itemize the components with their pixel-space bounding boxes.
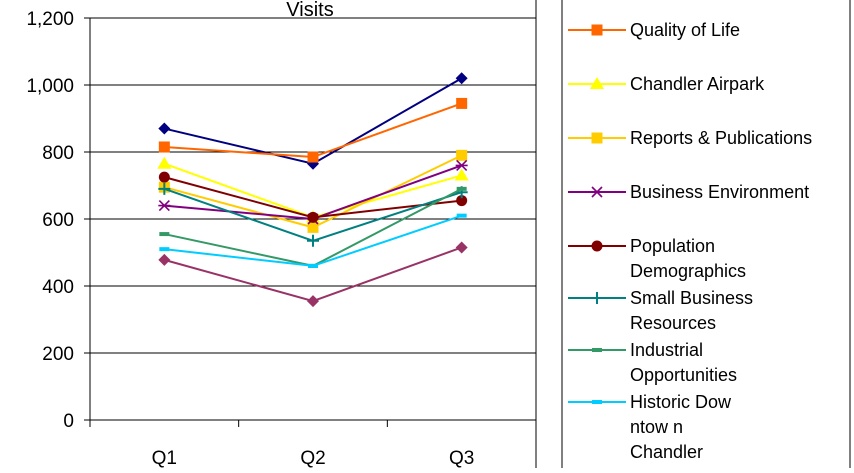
- data-point: [455, 159, 468, 171]
- legend-box: [561, 0, 851, 473]
- data-point: [454, 168, 469, 181]
- x-tick-label: Q1: [152, 448, 177, 468]
- y-tick-label: 0: [63, 411, 74, 432]
- data-point: [307, 234, 319, 247]
- legend-entry: Industrial Opportunities: [568, 340, 737, 385]
- y-tick-label: 600: [42, 210, 74, 231]
- y-tick-label: 800: [42, 143, 74, 164]
- legend-label: Business Environment: [630, 182, 809, 202]
- data-point: [456, 195, 468, 207]
- data-point: [158, 200, 171, 212]
- legend-entry: Chandler Airpark: [568, 74, 765, 94]
- legend: Quality of Life Chandler Airpark Reports &…: [561, 0, 851, 473]
- data-point: [455, 241, 468, 254]
- data-point: [455, 72, 468, 85]
- data-point: [308, 263, 318, 268]
- legend-label: Population Demographics: [630, 236, 746, 281]
- legend-entry: Population Demographics: [568, 236, 746, 281]
- legend-marker: [591, 186, 603, 198]
- legend-marker: [590, 77, 604, 89]
- legend-entry: Small Business Resources: [568, 288, 753, 333]
- data-point: [158, 253, 171, 266]
- y-tick-label: 1,200: [26, 9, 74, 30]
- data-point: [158, 171, 170, 183]
- x-tick-label: Q2: [300, 448, 325, 468]
- data-point: [307, 295, 319, 308]
- legend-entry: Quality of Life: [568, 20, 740, 40]
- data-point: [456, 149, 468, 161]
- data-point: [307, 211, 319, 223]
- series: [159, 213, 467, 268]
- legend-marker: [592, 400, 602, 404]
- legend-marker: [591, 292, 603, 304]
- legend-marker: [591, 240, 603, 252]
- series: [158, 241, 468, 308]
- series-line: [164, 102, 463, 159]
- legend-entry: Business Environment: [568, 182, 809, 202]
- data-point: [158, 122, 171, 135]
- data-point: [157, 156, 172, 169]
- data-point: [456, 186, 467, 191]
- legend-marker: [591, 24, 603, 36]
- chart-title: Visits: [286, 0, 333, 21]
- legend-entry: Historic Dow ntow n Chandler: [568, 392, 732, 462]
- data-point: [159, 247, 170, 252]
- series-lines: [157, 72, 469, 308]
- legend-marker: [591, 132, 603, 144]
- legend-entry: Reports & Publications: [568, 128, 812, 148]
- data-point: [307, 151, 319, 163]
- x-tick-label: Q3: [449, 448, 474, 468]
- legend-label: Small Business Resources: [630, 288, 753, 333]
- axes: 0 200 400 600 800 1,000 1,200 Q1 Q2 Q3: [26, 0, 537, 469]
- legend-label: Quality of Life: [630, 20, 740, 40]
- legend-label: Historic Dow ntow n Chandler: [630, 392, 732, 462]
- data-point: [158, 182, 171, 195]
- series: [158, 97, 468, 163]
- series: [158, 171, 468, 223]
- legend-label: Reports & Publications: [630, 128, 812, 148]
- series: [158, 182, 468, 247]
- legend-label: Industrial Opportunities: [630, 340, 737, 385]
- data-point: [159, 232, 170, 237]
- data-point: [456, 97, 468, 109]
- data-point: [456, 213, 467, 218]
- y-tick-label: 400: [42, 277, 74, 298]
- series-line: [164, 246, 463, 303]
- data-point: [307, 221, 319, 233]
- legend-marker: [592, 348, 602, 352]
- data-point: [158, 141, 170, 153]
- legend-label: Chandler Airpark: [630, 74, 765, 94]
- y-tick-label: 200: [42, 344, 74, 365]
- y-tick-label: 1,000: [26, 76, 74, 97]
